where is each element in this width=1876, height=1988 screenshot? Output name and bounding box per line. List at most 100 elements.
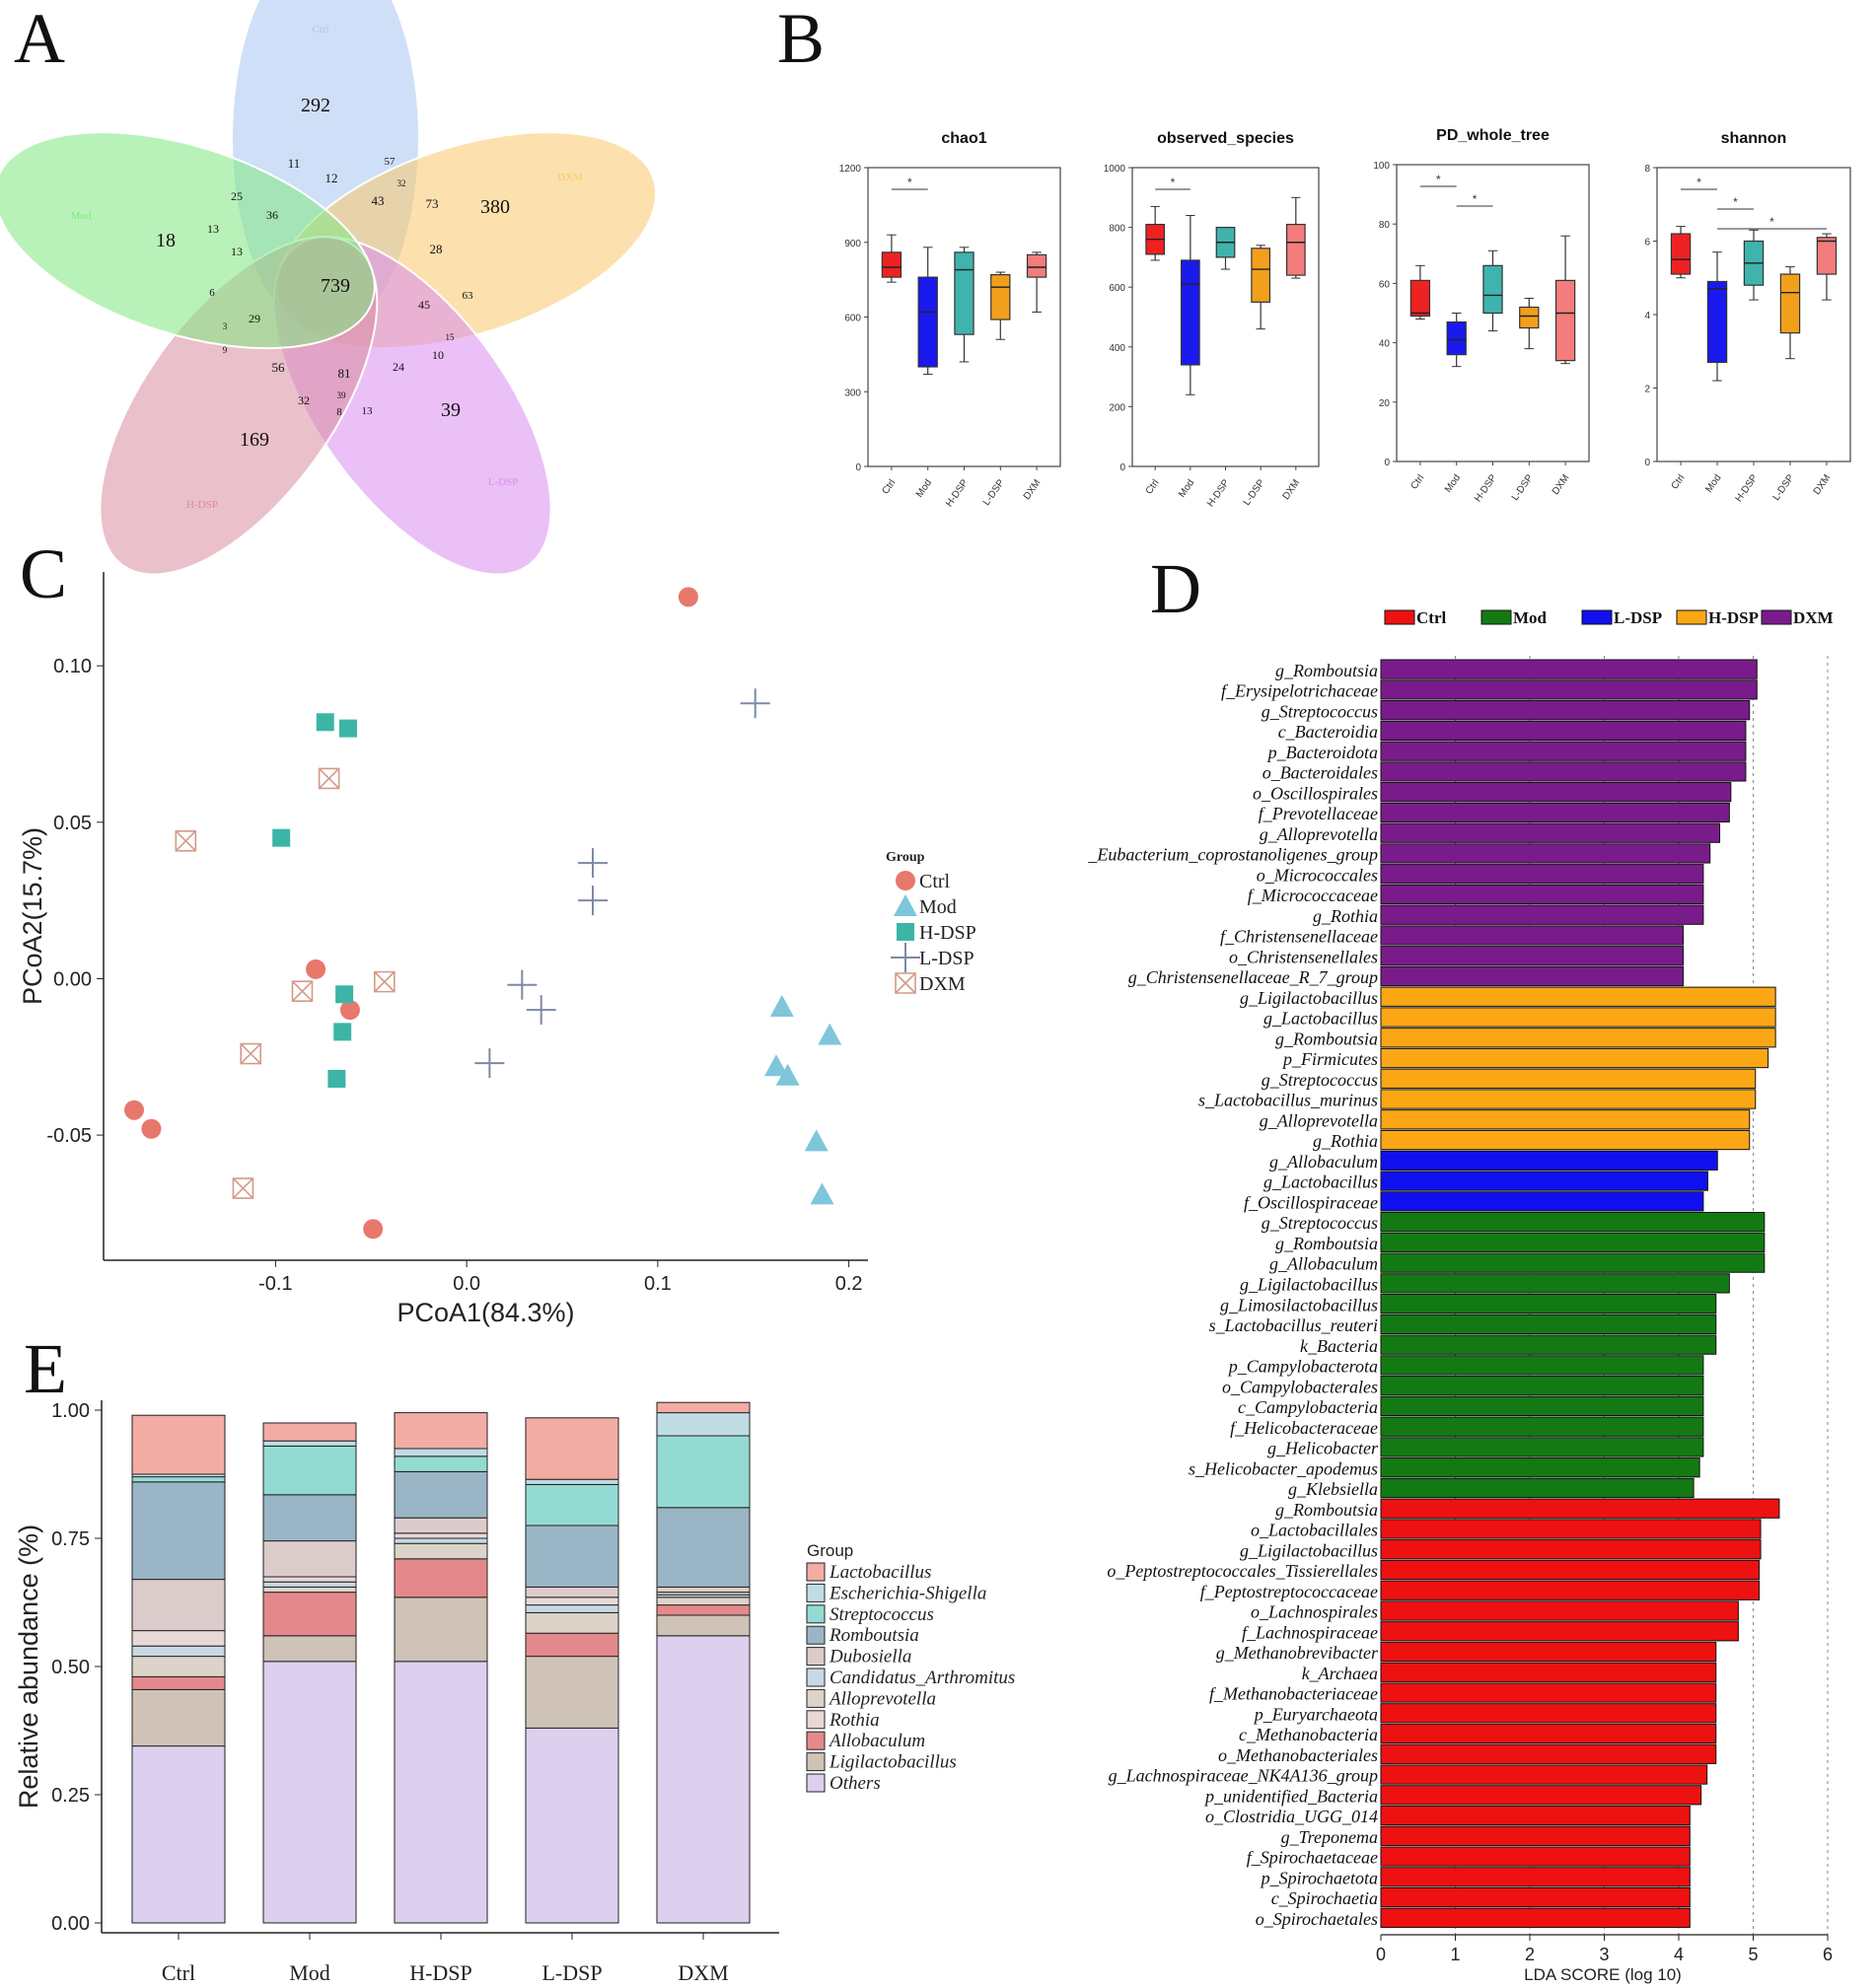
bar-segment-rothia (262, 1576, 357, 1583)
y-tick-label: -0.05 (46, 1125, 92, 1147)
legend-marker-ctrl (896, 871, 915, 890)
pcoa-scatter-plot: -0.1 0.0 0.1 0.2 -0.05 0.00 0.05 0.10 PCoA1(84.3… (18, 572, 976, 1327)
x-tick-label: L-DSP (541, 1960, 602, 1985)
point-dxm (175, 830, 197, 852)
lda-bar-label: f_Erysipelotrichaceae (1221, 681, 1378, 701)
lda-bar-label: o_Micrococcales (1257, 865, 1378, 885)
lda-bar (1380, 1519, 1762, 1539)
point-dxm (232, 1177, 254, 1199)
legend-swatch-h-dsp (1676, 609, 1707, 625)
venn-region-count: 13 (231, 245, 243, 258)
x-tick-label: H-DSP (944, 477, 971, 509)
lda-bar-label: k_Bacteria (1300, 1336, 1378, 1356)
x-tick-label: DXM (1551, 472, 1572, 497)
bar-segment-allobaculum (131, 1675, 226, 1690)
bar-segment-romboutsia (394, 1470, 488, 1519)
point-ctrl (141, 1118, 162, 1139)
x-tick-label: L-DSP (981, 477, 1007, 508)
panel-label-b: B (777, 0, 825, 78)
bar-segment-others (394, 1661, 488, 1924)
x-tick-label: 0 (1376, 1945, 1386, 1964)
lda-bar (1380, 884, 1704, 905)
x-tick-label: -0.1 (258, 1273, 292, 1295)
venn-region-count: 45 (418, 298, 430, 312)
bar-segment-romboutsia (656, 1507, 751, 1588)
venn-region-count: 11 (288, 156, 301, 171)
lda-bar-label: g_Christensenellaceae_R_7_group (1128, 967, 1378, 987)
lda-bar (1380, 925, 1685, 946)
bar-segment-dubosiella (394, 1517, 488, 1534)
panel-label-d: D (1150, 549, 1201, 628)
lda-bar (1380, 1150, 1718, 1171)
bar-segment-rothia (394, 1532, 488, 1539)
lda-bar-label: f_Prevotellaceae (1259, 804, 1378, 823)
bar-segment-escherichia-shigella (394, 1448, 488, 1457)
legend-label: Romboutsia (829, 1625, 919, 1646)
lda-bar (1380, 1089, 1757, 1109)
y-axis-label: Relative abundance (%) (14, 1525, 43, 1809)
x-tick-label: Ctrl (162, 1960, 195, 1985)
box-L-DSP (1519, 297, 1540, 350)
lda-bar-label: g_Allobaculum (1269, 1152, 1378, 1172)
lda-bar (1380, 761, 1747, 782)
legend-label: Others (830, 1773, 881, 1794)
legend-swatch (806, 1583, 826, 1602)
point-ctrl (363, 1219, 384, 1240)
box-iqr (1519, 306, 1540, 329)
boxplot-chao1: chao1 0 300 600 900 1200 Ctrl Mod H-DSP L-DSP DXM * (839, 130, 1061, 509)
significance-star: * (1171, 176, 1176, 189)
point-h-dsp (333, 1023, 352, 1041)
lda-bar (1380, 1477, 1695, 1499)
box-iqr (1816, 237, 1838, 275)
y-tick-label: 0.25 (51, 1785, 90, 1807)
legend-label: Mod (1513, 608, 1548, 627)
box-H-DSP (1743, 229, 1765, 301)
point-ctrl (678, 587, 698, 607)
bar-segment-candidatus_arthromitus (525, 1604, 619, 1613)
relative-abundance-stacked-bars: 0.00 0.25 0.50 0.75 1.00 Relative abundance (… (14, 1400, 1015, 1985)
bar-segment-allobaculum (262, 1592, 357, 1637)
bar-segment-candidatus_arthromitus (262, 1581, 357, 1588)
y-tick-label: 60 (1379, 279, 1391, 290)
box-Ctrl (1670, 226, 1692, 279)
point-h-dsp (316, 713, 334, 732)
lda-bar (1380, 1294, 1717, 1314)
lda-bar-label: s_Helicobacter_apodemus (1189, 1458, 1378, 1478)
venn-region-count: 8 (336, 406, 342, 418)
box-Ctrl (1145, 205, 1166, 261)
legend-label: L-DSP (919, 948, 974, 969)
point-l-dsp (740, 688, 770, 719)
box-iqr (990, 273, 1011, 320)
lda-bar (1380, 1457, 1700, 1478)
venn-region-count: 13 (207, 222, 219, 236)
lda-bar (1380, 700, 1751, 721)
venn-region-count: 3 (223, 321, 228, 331)
lda-bar (1380, 1376, 1704, 1396)
box-iqr (1670, 233, 1692, 275)
legend-label: H-DSP (919, 922, 976, 944)
lda-bar-label: g_Lachnospiraceae_NK4A136_group (1109, 1766, 1378, 1786)
point-mod (775, 1063, 800, 1086)
stacked-bar-h-dsp (394, 1412, 488, 1924)
bar-segment-allobaculum (656, 1604, 751, 1616)
y-tick-label: 0 (1644, 458, 1650, 468)
legend-label: Ligilactobacillus (829, 1752, 957, 1773)
y-tick-label: 300 (844, 388, 861, 398)
venn-region-count: 28 (430, 242, 443, 256)
x-tick-label: Mod (914, 477, 934, 499)
x-tick-label: H-DSP (409, 1960, 472, 1985)
lda-bar (1380, 1314, 1717, 1335)
x-tick-label: Mod (1703, 472, 1723, 494)
lda-bar-label: g_Treponema (1281, 1827, 1378, 1847)
y-tick-label: 0.10 (53, 656, 92, 677)
point-ctrl (124, 1100, 144, 1120)
legend-label: Escherichia-Shigella (829, 1583, 986, 1603)
point-l-dsp (526, 995, 556, 1026)
lda-bar (1380, 1232, 1766, 1252)
lda-bar (1380, 1743, 1717, 1764)
bar-segment-lactobacillus (262, 1422, 357, 1442)
bar-segment-dubosiella (131, 1579, 226, 1632)
significance-star: * (1473, 192, 1478, 206)
lda-bar (1380, 1641, 1717, 1663)
legend-marker-dxm (895, 972, 916, 994)
